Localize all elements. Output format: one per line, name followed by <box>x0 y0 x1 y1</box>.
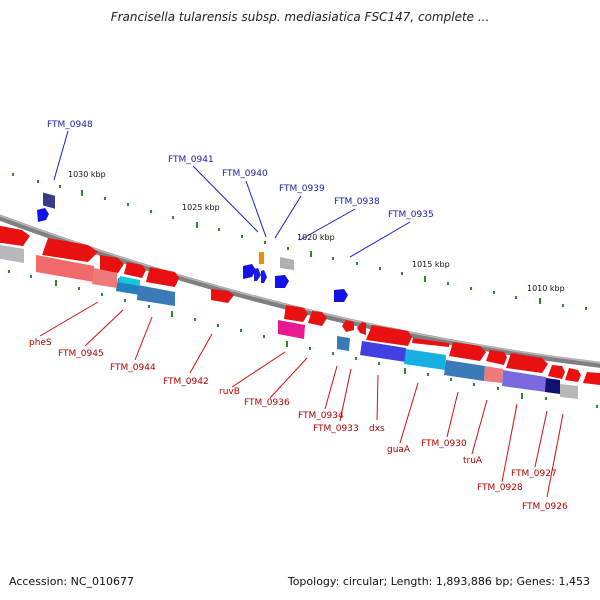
gene-arrow <box>243 264 256 279</box>
bottom-leader-lines <box>39 301 564 498</box>
gene-label-ftm0935: FTM_0935 <box>388 210 434 220</box>
gene-label-ftm0936: FTM_0936 <box>244 398 290 408</box>
top-leader-lines <box>53 130 411 258</box>
gene-label-ftm0939: FTM_0939 <box>279 184 325 194</box>
kbp-label-1015: 1015 kbp <box>412 260 450 269</box>
gene-label-ftm0948: FTM_0948 <box>47 120 93 130</box>
gene-arrow <box>261 270 267 283</box>
gene-label-phes: pheS <box>29 338 52 348</box>
gene-label-ftm0926: FTM_0926 <box>522 502 568 512</box>
gene-arrow <box>37 208 49 222</box>
gene-label-ftm0927: FTM_0927 <box>511 469 557 479</box>
gene-block <box>43 192 55 209</box>
gene-label-ftm0933: FTM_0933 <box>313 424 359 434</box>
gene-label-ftm0940: FTM_0940 <box>222 169 268 179</box>
forward-strand-genes <box>37 192 348 302</box>
gene-block <box>280 257 294 270</box>
gene-label-ruvb: ruvB <box>219 387 240 397</box>
kbp-label-1030: 1030 kbp <box>68 170 106 179</box>
gene-label-ftm0942: FTM_0942 <box>163 377 209 387</box>
kbp-label-1020: 1020 kbp <box>297 233 335 242</box>
gene-label-guaa: guaA <box>387 445 411 455</box>
genome-summary-text: Topology: circular; Length: 1,893,886 bp… <box>287 575 590 588</box>
map-title: Francisella tularensis subsp. mediasiati… <box>110 10 490 24</box>
gene-label-ftm0944: FTM_0944 <box>110 363 156 373</box>
gene-label-ftm0928: FTM_0928 <box>477 483 523 493</box>
gene-label-ftm0934: FTM_0934 <box>298 411 344 421</box>
gene-arrow <box>275 275 289 288</box>
accession-text: Accession: NC_010677 <box>9 575 135 588</box>
kbp-label-1010: 1010 kbp <box>527 284 565 293</box>
gene-label-ftm0941: FTM_0941 <box>168 155 214 165</box>
gene-label-trua: truA <box>463 456 483 466</box>
gene-block <box>259 252 264 264</box>
gene-label-ftm0930: FTM_0930 <box>421 439 467 449</box>
gene-label-ftm0945: FTM_0945 <box>58 349 104 359</box>
kbp-label-1025: 1025 kbp <box>182 203 220 212</box>
reverse-strand-genes <box>0 225 600 399</box>
gene-arrow <box>334 289 348 302</box>
scale-track <box>8 173 598 408</box>
gene-label-dxs: dxs <box>369 424 385 434</box>
gene-label-ftm0938: FTM_0938 <box>334 197 380 207</box>
gene-arrow <box>254 268 261 281</box>
